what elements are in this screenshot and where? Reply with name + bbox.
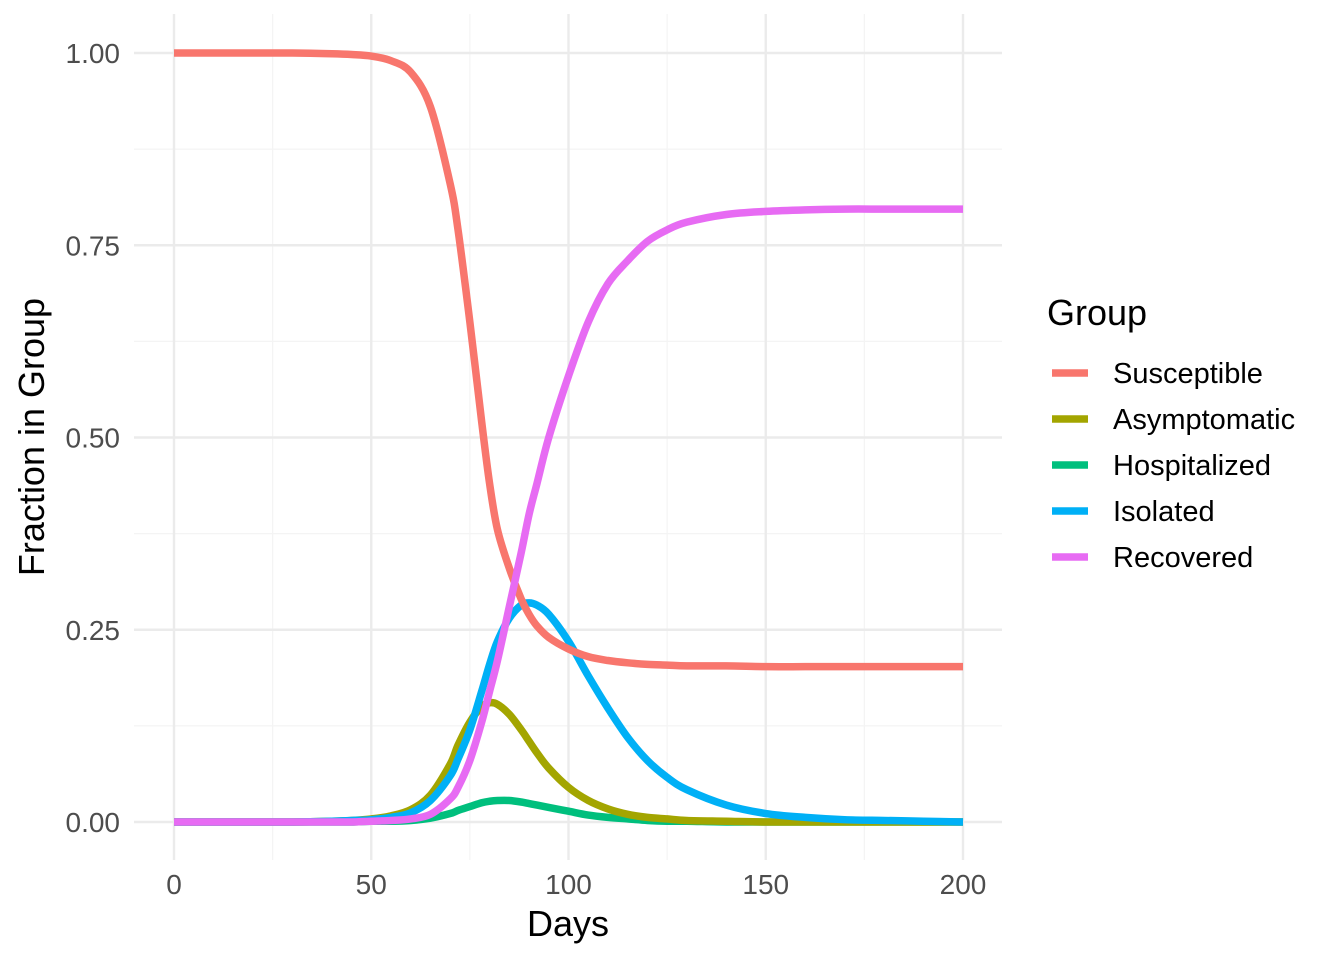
y-tick-label: 0.25 — [66, 615, 121, 646]
x-axis-title: Days — [527, 903, 609, 944]
legend-items: Susceptible Asymptomatic Hospitalized Isola… — [1052, 358, 1295, 574]
legend-title: Group — [1047, 292, 1147, 333]
y-tick-label: 0.75 — [66, 230, 121, 261]
y-tick-label: 0.00 — [66, 807, 121, 838]
legend-label-isolated: Isolated — [1113, 496, 1215, 528]
legend-label-recovered: Recovered — [1113, 542, 1253, 574]
legend: Group Susceptible Asymptomatic Hospitalize… — [1047, 292, 1295, 574]
y-axis-ticks: 0.00 0.25 0.50 0.75 1.00 — [66, 38, 121, 838]
x-tick-label: 100 — [545, 869, 592, 900]
x-axis-ticks: 0 50 100 150 200 — [166, 869, 986, 900]
series-line-recovered — [173, 205, 963, 826]
y-tick-label: 0.50 — [66, 423, 121, 454]
x-tick-label: 150 — [742, 869, 789, 900]
legend-label-asymptomatic: Asymptomatic — [1113, 404, 1295, 436]
series-lines — [173, 49, 964, 826]
x-tick-label: 200 — [940, 869, 987, 900]
grid — [134, 14, 1002, 860]
y-tick-label: 1.00 — [66, 38, 121, 69]
x-tick-label: 0 — [166, 869, 182, 900]
legend-label-susceptible: Susceptible — [1113, 358, 1263, 390]
legend-label-hospitalized: Hospitalized — [1113, 450, 1271, 482]
series-line-susceptible — [174, 49, 963, 671]
x-tick-label: 50 — [356, 869, 387, 900]
y-axis-title: Fraction in Group — [11, 298, 52, 576]
